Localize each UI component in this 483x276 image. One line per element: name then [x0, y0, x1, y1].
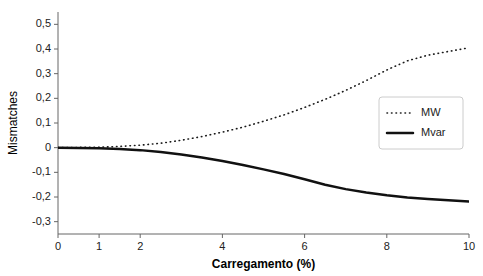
- y-tick: [54, 172, 58, 173]
- legend-label: MW: [421, 106, 441, 118]
- x-tick-label: 2: [137, 240, 143, 252]
- x-tick-label: 4: [219, 240, 225, 252]
- x-tick-label: 10: [463, 240, 475, 252]
- legend-swatch: [387, 112, 413, 114]
- x-tick: [222, 234, 223, 238]
- y-tick: [54, 73, 58, 74]
- y-tick: [54, 147, 58, 148]
- y-tick-label: 0,2: [36, 91, 51, 103]
- y-tick-label: -0,3: [32, 215, 51, 227]
- x-tick-label: 1: [96, 240, 102, 252]
- y-tick: [54, 123, 58, 124]
- series-line: [58, 148, 469, 202]
- legend-swatch: [387, 132, 413, 135]
- x-tick: [469, 234, 470, 238]
- y-tick-label: 0,4: [36, 42, 51, 54]
- y-tick-label: -0,1: [32, 165, 51, 177]
- y-tick-label: -0,2: [32, 190, 51, 202]
- legend-box: [379, 97, 463, 149]
- x-axis-label: Carregamento (%): [212, 257, 315, 271]
- legend: MW Mvar: [379, 97, 463, 149]
- y-tick-label: 0,5: [36, 17, 51, 29]
- y-tick: [54, 49, 58, 50]
- x-tick-label: 0: [55, 240, 61, 252]
- chart: -0,3 -0,2 -0,1 0 0,1 0,2 0,3 0,4 0,5 0 1 2 4 6 8 10 Carr…: [0, 0, 483, 276]
- y-tick: [54, 197, 58, 198]
- x-tick-label: 6: [302, 240, 308, 252]
- y-tick: [54, 98, 58, 99]
- x-tick: [140, 234, 141, 238]
- plot-area: [58, 48, 469, 202]
- y-tick-label: 0,1: [36, 116, 51, 128]
- y-tick-label: 0: [45, 141, 51, 153]
- y-tick: [54, 24, 58, 25]
- legend-label: Mvar: [421, 126, 446, 138]
- y-tick-label: 0,3: [36, 67, 51, 79]
- x-tick: [386, 234, 387, 238]
- x-axis-line: [58, 234, 469, 235]
- y-tick: [54, 221, 58, 222]
- x-tick: [58, 234, 59, 238]
- y-axis-label: Mismatches: [6, 91, 20, 155]
- x-tick-label: 8: [384, 240, 390, 252]
- x-tick: [304, 234, 305, 238]
- x-tick: [99, 234, 100, 238]
